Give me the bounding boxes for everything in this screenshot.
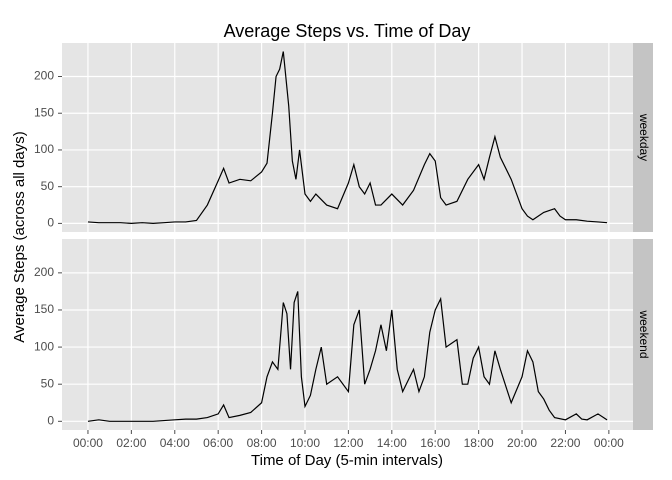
y-tick-label: 50 [41, 376, 55, 390]
facet-strip [633, 239, 653, 430]
x-tick-label: 02:00 [116, 436, 146, 450]
y-tick-label: 100 [34, 142, 54, 156]
x-tick-label: 14:00 [377, 436, 407, 450]
y-tick-label: 50 [41, 179, 55, 193]
x-tick-label: 08:00 [247, 436, 277, 450]
x-axis-label: Time of Day (5-min intervals) [251, 452, 443, 469]
y-axis-label: Average Steps (across all days) [11, 131, 28, 343]
panel-background [62, 43, 633, 232]
line [87, 51, 608, 225]
facet-label: weekend [637, 309, 651, 358]
x-tick-label: 04:00 [160, 436, 190, 450]
facet-strip [633, 43, 653, 232]
facet-label: weekday [637, 113, 651, 161]
x-tick-label: 20:00 [507, 436, 537, 450]
x-tick-label: 10:00 [290, 436, 320, 450]
panel-background [62, 239, 633, 430]
y-tick-label: 200 [34, 265, 54, 279]
x-tick-label: 22:00 [550, 436, 580, 450]
x-tick-label: 16:00 [420, 436, 450, 450]
x-tick-label: 18:00 [464, 436, 494, 450]
y-tick-label: 0 [47, 413, 54, 427]
y-tick-label: 150 [34, 105, 54, 119]
x-tick-label: 06:00 [203, 436, 233, 450]
y-tick-label: 0 [47, 216, 54, 230]
x-tick-label: 00:00 [73, 436, 103, 450]
y-tick-label: 200 [34, 69, 54, 83]
chart-title: Average Steps vs. Time of Day [224, 21, 471, 41]
x-tick-label: 00:00 [594, 436, 624, 450]
line [87, 291, 608, 422]
x-tick-label: 12:00 [333, 436, 363, 450]
y-tick-label: 100 [34, 339, 54, 353]
y-tick-label: 150 [34, 302, 54, 316]
